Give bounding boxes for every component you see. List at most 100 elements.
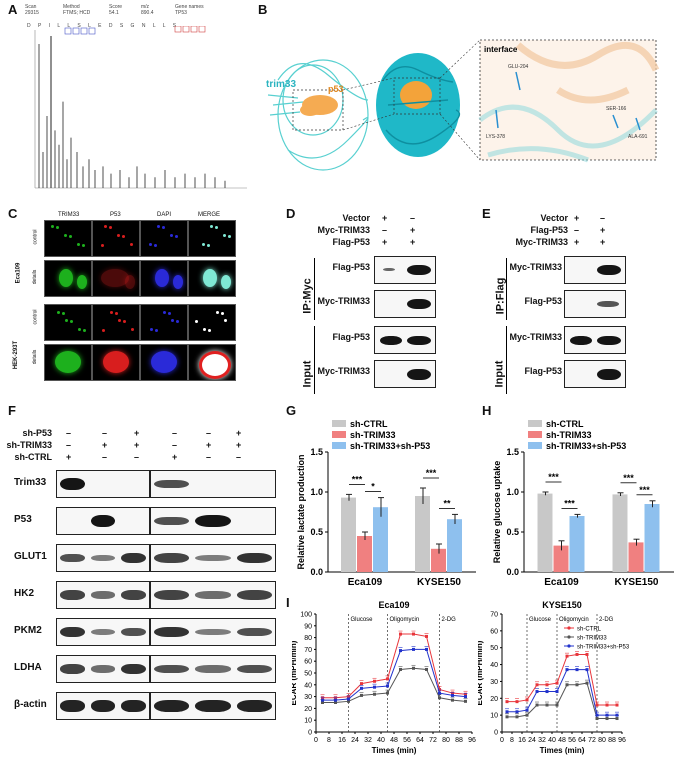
x-tick-label: 72: [429, 737, 437, 744]
data-point: [347, 699, 350, 703]
f-sign: +: [236, 428, 242, 438]
x-tick-label: Eca109: [544, 577, 579, 588]
cell-line-eca109: Eca109: [15, 262, 22, 284]
legend-label: sh-TRIM33: [546, 430, 592, 440]
x-tick-label: 8: [327, 737, 331, 744]
data-point: [545, 683, 549, 687]
e-cond-vector: Vector: [540, 213, 568, 223]
data-point: [535, 690, 539, 694]
y-tick-label: 0: [494, 730, 498, 737]
row-label-control-2: control: [32, 309, 39, 325]
d-row-flag-p53-ip: Flag-P53: [332, 262, 370, 272]
x-tick-label: 32: [364, 737, 372, 744]
f-sign: +: [66, 452, 72, 462]
d-row-flag-p53-input: Flag-P53: [332, 332, 370, 342]
y-tick-label: 0.5: [310, 527, 323, 537]
y-tick-label: 40: [490, 662, 498, 669]
data-point: [425, 647, 428, 651]
data-point: [575, 652, 579, 656]
chart-ecar-eca109: Eca109 0 10 20 30 40 50 60 70 80 90 100 0 8 16 24 32 40 48…: [292, 600, 476, 755]
x-tick-label: 96: [618, 737, 626, 744]
x-tick-label: 16: [338, 737, 346, 744]
if-image: [140, 220, 188, 257]
if-image: [44, 260, 92, 297]
f-row-label: GLUT1: [14, 551, 47, 562]
meta-header-mz: m/z: [141, 4, 150, 10]
legend-swatch: [332, 442, 346, 449]
residue-ala691: ALA-691: [628, 134, 648, 140]
if-image: [188, 220, 236, 257]
data-point: [438, 688, 441, 692]
data-point: [399, 667, 402, 671]
f-sign: +: [102, 440, 108, 450]
panel-c: TRIM33 P53 DAPI MERGE Eca109 HEK-293T co…: [13, 212, 275, 402]
data-point: [347, 695, 350, 699]
f-cond-sh-trim33: sh-TRIM33: [6, 440, 52, 450]
x-tick-label: 0: [314, 737, 318, 744]
x-tick-label: 80: [442, 737, 450, 744]
x-tick-label: 72: [588, 737, 596, 744]
y-tick-label: 0.5: [506, 527, 519, 537]
injection-label: Oligomycin: [390, 617, 420, 623]
bar: [431, 548, 446, 572]
data-point: [555, 703, 559, 707]
injection-label: 2-DG: [442, 617, 457, 623]
f-sign: –: [206, 452, 212, 462]
legend-marker: [567, 635, 571, 639]
x-tick-label: 40: [548, 737, 556, 744]
if-image: [44, 344, 92, 381]
meta-header-score: Score: [109, 4, 123, 10]
f-blot: [150, 470, 276, 498]
e-row-flag-p53-ip: Flag-P53: [524, 296, 562, 306]
data-point: [565, 654, 569, 658]
f-blot: [56, 544, 150, 572]
f-blot: [56, 655, 150, 683]
y-tick-label: 40: [304, 682, 312, 689]
data-point: [595, 713, 599, 717]
data-point: [451, 698, 454, 702]
x-tick-label: 88: [455, 737, 463, 744]
series-line: [507, 682, 617, 720]
meta-value-gene: TP53: [175, 10, 187, 16]
significance-label: ***: [352, 474, 363, 484]
bar: [373, 507, 388, 572]
data-point: [535, 683, 539, 687]
x-tick-label: 64: [416, 737, 424, 744]
y-tick-label: 100: [300, 612, 312, 619]
if-image: [188, 304, 236, 341]
f-sign: –: [102, 428, 108, 438]
e-sign-1-1: +: [600, 225, 606, 235]
y-tick-label: 1.5: [310, 447, 323, 457]
d-sign-2-1: +: [410, 237, 416, 247]
e-sign-2-0: +: [574, 237, 580, 247]
f-cond-sh-ctrl: sh-CTRL: [14, 452, 53, 462]
data-point: [399, 649, 402, 653]
panel-a: Scan Method Score m/z Gene names 29315 F…: [25, 4, 250, 199]
y-tick-label: 70: [490, 612, 498, 619]
f-blot: [56, 692, 150, 720]
residue-glu204: GLU-204: [508, 64, 529, 70]
data-point: [555, 681, 559, 685]
label-p53: p53: [328, 84, 344, 94]
x-tick-label: 64: [578, 737, 586, 744]
data-point: [505, 700, 509, 704]
data-point: [438, 691, 441, 695]
data-point: [615, 713, 619, 717]
legend-label: sh-TRIM33: [350, 430, 396, 440]
f-blot: [150, 692, 276, 720]
row-label-details-1: details: [32, 269, 39, 285]
data-point: [399, 632, 402, 636]
if-image: [140, 304, 188, 341]
bar: [537, 493, 553, 572]
significance-label: *: [371, 482, 375, 492]
x-tick-label: Eca109: [348, 577, 383, 588]
legend-swatch: [528, 431, 542, 438]
x-tick-label: KYSE150: [417, 577, 461, 588]
data-point: [386, 677, 389, 681]
panel-e: Vector Flag-P53 Myc-TRIM33 + – – + + + I…: [488, 210, 678, 400]
y-tick-label: 80: [304, 635, 312, 642]
data-point: [412, 666, 415, 670]
label-trim33: trim33: [266, 79, 296, 90]
chart-title: Eca109: [378, 600, 409, 610]
data-point: [545, 690, 549, 694]
